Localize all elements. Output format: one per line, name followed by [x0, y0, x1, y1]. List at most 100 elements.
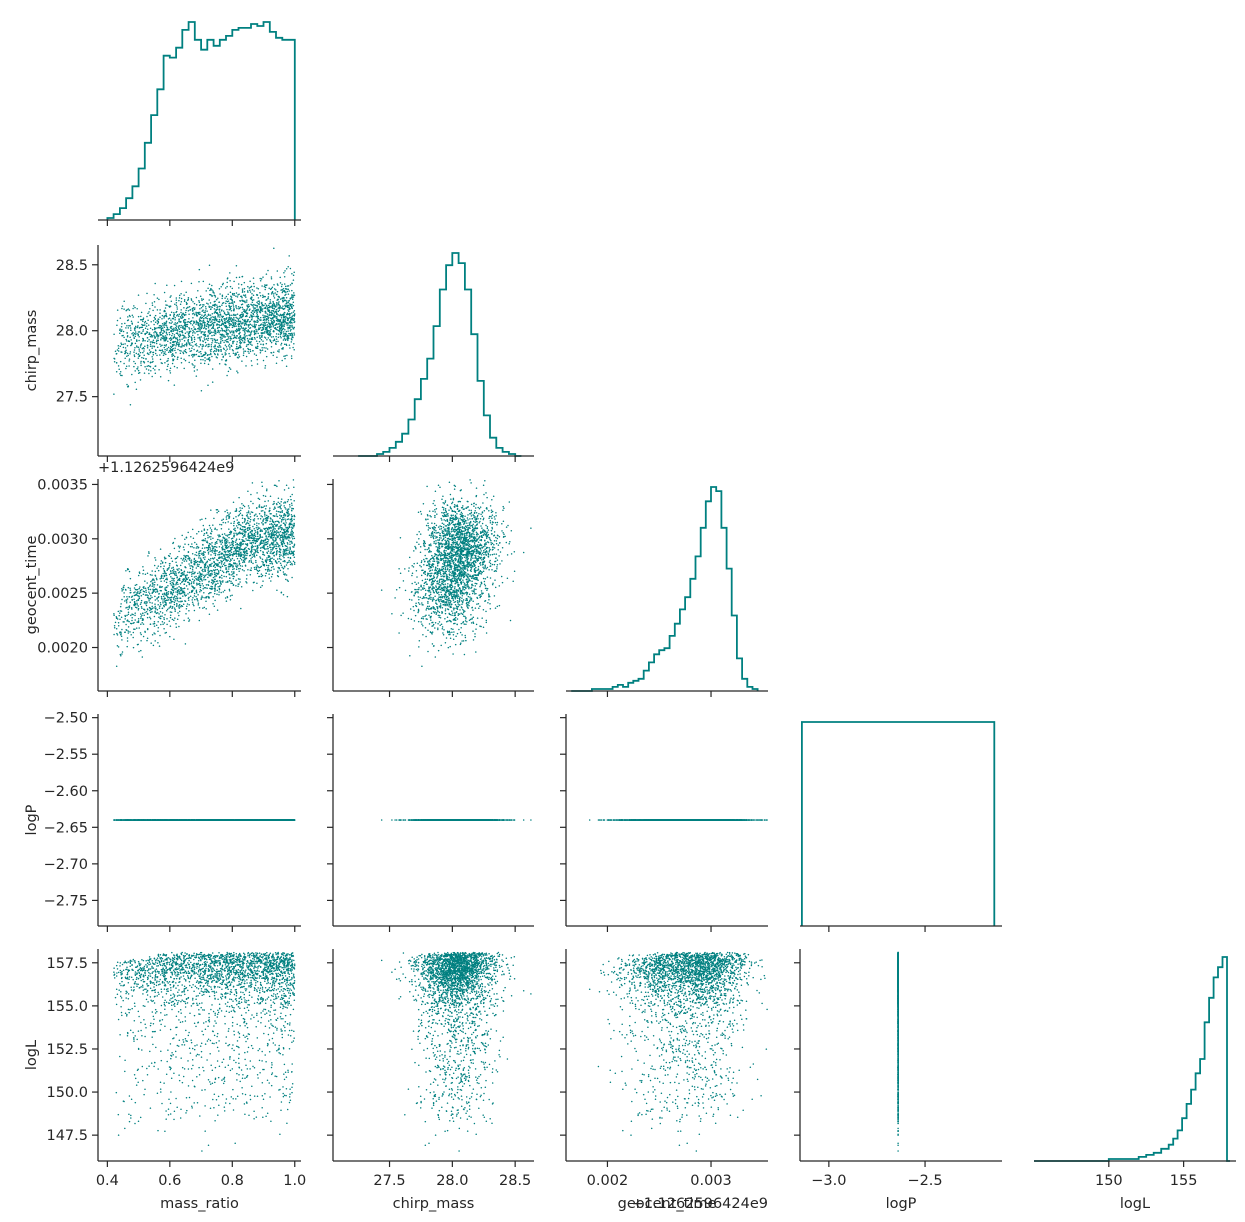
scatter-point: [268, 555, 270, 557]
scatter-point: [228, 333, 230, 335]
scatter-point: [194, 579, 196, 581]
scatter-point: [232, 541, 234, 543]
scatter-point: [157, 323, 159, 325]
scatter-point: [253, 310, 255, 312]
scatter-point: [151, 376, 153, 378]
scatter-point: [189, 572, 191, 574]
scatter-point: [279, 554, 281, 556]
scatter-point: [233, 502, 235, 504]
scatter-point: [174, 366, 176, 368]
scatter-point: [151, 606, 153, 608]
scatter-point: [218, 324, 220, 326]
scatter-point: [259, 349, 261, 351]
scatter-point: [126, 365, 128, 367]
scatter-point: [284, 323, 286, 325]
scatter-point: [256, 492, 258, 494]
scatter-point: [154, 589, 156, 591]
scatter-point: [202, 571, 204, 573]
scatter-point: [191, 350, 193, 352]
scatter-point: [236, 569, 238, 571]
scatter-point: [216, 348, 218, 350]
scatter-point: [214, 301, 216, 303]
scatter-point: [287, 309, 289, 311]
scatter-point: [219, 588, 221, 590]
scatter-point: [140, 650, 142, 652]
scatter-point: [232, 288, 234, 290]
scatter-point: [233, 560, 235, 562]
scatter-point: [157, 309, 159, 311]
scatter-point: [293, 523, 295, 525]
scatter-point: [214, 346, 216, 348]
scatter-point: [230, 532, 232, 534]
scatter-point: [175, 572, 177, 574]
scatter-point: [150, 623, 152, 625]
scatter-point: [197, 594, 199, 596]
scatter-point: [208, 305, 210, 307]
scatter-point: [210, 314, 212, 316]
scatter-point: [254, 337, 256, 339]
scatter-point: [225, 539, 227, 541]
scatter-point: [152, 302, 154, 304]
scatter-point: [249, 560, 251, 562]
scatter-point: [213, 305, 215, 307]
scatter-point: [238, 283, 240, 285]
scatter-point: [198, 323, 200, 325]
scatter-point: [167, 365, 169, 367]
scatter-point: [145, 588, 147, 590]
scatter-point: [279, 331, 281, 333]
scatter-point: [207, 303, 209, 305]
scatter-point: [239, 507, 241, 509]
scatter-point: [277, 314, 279, 316]
scatter-point: [227, 521, 229, 523]
scatter-point: [180, 327, 182, 329]
scatter-point: [268, 288, 270, 290]
scatter-point: [121, 617, 123, 619]
scatter-point: [245, 328, 247, 330]
scatter-point: [129, 587, 131, 589]
scatter-point: [200, 550, 202, 552]
scatter-point: [263, 305, 265, 307]
scatter-point: [221, 556, 223, 558]
scatter-point: [276, 504, 278, 506]
scatter-point: [149, 610, 151, 612]
scatter-point: [229, 532, 231, 534]
scatter-point: [129, 596, 131, 598]
scatter-point: [126, 340, 128, 342]
scatter-point: [189, 342, 191, 344]
scatter-point: [152, 361, 154, 363]
scatter-point: [261, 482, 263, 484]
scatter-point: [233, 578, 235, 580]
scatter-point: [224, 537, 226, 539]
scatter-point: [174, 384, 176, 386]
scatter-point: [235, 565, 237, 567]
scatter-point: [122, 335, 124, 337]
scatter-point: [198, 604, 200, 606]
scatter-point: [183, 335, 185, 337]
scatter-point: [256, 538, 258, 540]
scatter-point: [226, 282, 228, 284]
scatter-point: [285, 579, 287, 581]
scatter-point: [155, 373, 157, 375]
scatter-point: [171, 331, 173, 333]
scatter-point: [247, 528, 249, 530]
scatter-point: [238, 571, 240, 573]
scatter-point: [138, 372, 140, 374]
scatter-point: [120, 603, 122, 605]
scatter-point: [140, 361, 142, 363]
scatter-point: [287, 330, 289, 332]
scatter-point: [257, 346, 259, 348]
scatter-point: [192, 354, 194, 356]
scatter-point: [188, 604, 190, 606]
scatter-point: [207, 584, 209, 586]
scatter-point: [160, 604, 162, 606]
scatter-point: [232, 555, 234, 557]
scatter-point: [121, 331, 123, 333]
scatter-point: [243, 315, 245, 317]
scatter-point: [152, 584, 154, 586]
scatter-point: [165, 558, 167, 560]
scatter-point: [248, 319, 250, 321]
scatter-point: [136, 600, 138, 602]
scatter-point: [290, 330, 292, 332]
scatter-point: [273, 247, 275, 249]
scatter-point: [288, 311, 290, 313]
